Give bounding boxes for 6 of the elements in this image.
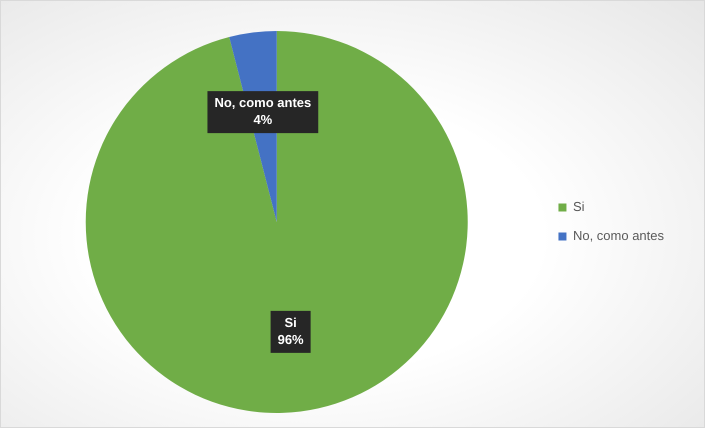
legend-label: Si — [572, 199, 585, 214]
legend-label: No, como antes — [572, 228, 664, 244]
slice-label: No, como antes — [214, 95, 312, 110]
slice-label: Si — [284, 314, 297, 330]
data-label: 4% — [253, 112, 273, 128]
data-label: 96% — [278, 332, 304, 347]
